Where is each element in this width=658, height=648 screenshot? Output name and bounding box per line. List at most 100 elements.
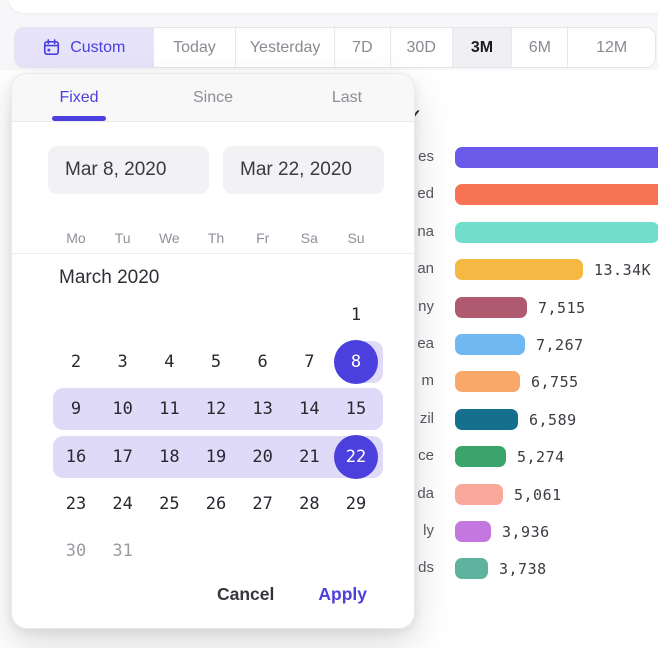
day-cell[interactable]: 1	[350, 305, 362, 325]
top-card-edge	[8, 0, 658, 13]
day-cell[interactable]: 2	[70, 352, 82, 373]
end-date-input[interactable]: Mar 22, 2020	[223, 146, 384, 194]
custom-range-label: Custom	[70, 38, 126, 56]
selected-range-band	[53, 388, 383, 431]
bar[interactable]	[455, 483, 503, 505]
bar-value: 6,755	[531, 373, 579, 392]
chart-row: an 13.34K	[0, 258, 658, 282]
apply-button[interactable]: Apply	[318, 584, 367, 604]
range-button-today[interactable]: Today	[152, 28, 236, 67]
calendar-divider	[12, 253, 414, 254]
chart-row: ea 7,267	[0, 333, 658, 357]
tab-fixed[interactable]: Fixed	[12, 74, 146, 121]
day-cell-selected[interactable]: 22	[334, 434, 379, 479]
day-cell[interactable]: 18	[159, 446, 180, 467]
tab-label: Last	[331, 88, 363, 106]
chart-row: ed	[0, 183, 658, 207]
day-cell[interactable]: 23	[65, 493, 87, 514]
row-label-fragment: ed	[417, 185, 434, 203]
row-label-fragment: ce	[418, 447, 434, 465]
weekday-mo: Mo	[66, 230, 86, 246]
day-cell[interactable]: 28	[299, 493, 320, 514]
day-cell[interactable]: 25	[159, 493, 180, 514]
bar[interactable]	[455, 408, 518, 430]
day-cell[interactable]: 4	[164, 352, 175, 373]
day-cell[interactable]: 19	[205, 446, 227, 467]
chart-row: zil 6,589	[0, 408, 658, 432]
selected-range-band	[53, 435, 383, 478]
range-button-3m[interactable]: 3M	[451, 28, 512, 67]
bar[interactable]	[455, 371, 520, 393]
row-label-fragment: ly	[423, 522, 434, 539]
bar[interactable]	[455, 521, 491, 542]
range-button-yesterday[interactable]: Yesterday	[235, 28, 334, 67]
range-button-6m[interactable]: 6M	[511, 28, 567, 67]
weekday-th: Th	[207, 230, 225, 246]
day-cell-selected[interactable]: 8	[334, 340, 379, 385]
day-cell[interactable]: 26	[205, 493, 227, 514]
tab-label: Since	[192, 88, 234, 106]
chart-row: ce 5,274	[0, 445, 658, 469]
day-cell[interactable]: 21	[299, 446, 320, 467]
day-cell[interactable]: 10	[112, 399, 133, 420]
bar[interactable]	[455, 334, 525, 355]
bar[interactable]	[455, 558, 488, 580]
row-label-fragment: ny	[418, 297, 434, 315]
bar[interactable]	[455, 446, 506, 468]
bar[interactable]	[455, 296, 527, 318]
cancel-button[interactable]: Cancel	[216, 584, 275, 604]
day-cell[interactable]: 14	[299, 399, 320, 420]
weekday-we: We	[158, 230, 180, 246]
day-cell[interactable]: 3	[117, 352, 128, 373]
bar[interactable]	[455, 147, 658, 168]
bar-value: 7,267	[536, 336, 584, 354]
tab-since[interactable]: Since	[146, 74, 280, 121]
day-cell[interactable]: 24	[112, 493, 133, 514]
row-label-fragment: m	[421, 372, 435, 390]
chart-row: ds 3,738	[0, 557, 658, 581]
day-cell[interactable]: 17	[112, 446, 133, 467]
custom-range-button[interactable]: Custom	[15, 28, 153, 67]
range-button-12m[interactable]: 12M	[567, 28, 655, 67]
bar-value: 7,515	[538, 298, 586, 317]
day-cell[interactable]: 13	[252, 399, 273, 420]
day-cell: 30	[65, 541, 87, 561]
day-cell[interactable]: 29	[345, 493, 367, 514]
bar[interactable]	[455, 221, 658, 243]
row-label-fragment: da	[417, 484, 434, 502]
weekday-tu: Tu	[114, 230, 131, 246]
range-button-7d[interactable]: 7D	[333, 28, 390, 67]
bar-value: 3,738	[499, 560, 547, 579]
day-cell[interactable]: 27	[252, 493, 273, 514]
row-label-fragment: na	[417, 222, 434, 240]
day-cell[interactable]: 16	[65, 446, 87, 467]
day-cell[interactable]: 11	[159, 399, 180, 420]
chart-row: ly 3,936	[0, 520, 658, 544]
bar[interactable]	[455, 184, 658, 206]
day-cell[interactable]: 9	[70, 399, 82, 420]
weekday-su: Su	[347, 230, 365, 246]
chart-row: ny 7,515	[0, 296, 658, 320]
bar-value: 5,061	[514, 485, 562, 504]
row-label-fragment: zil	[419, 409, 434, 427]
chart-row: m 6,755	[0, 370, 658, 394]
chart-row: da 5,061	[0, 483, 658, 507]
day-cell[interactable]: 20	[252, 446, 273, 467]
day-cell: 31	[112, 541, 133, 561]
row-label-fragment: an	[417, 260, 434, 278]
day-cell[interactable]: 7	[304, 352, 315, 373]
chart-row: es	[0, 146, 658, 170]
bar[interactable]	[455, 259, 583, 281]
bar-value: 13.34K	[594, 261, 652, 280]
day-cell[interactable]: 6	[257, 352, 268, 373]
bar-value: 3,936	[502, 523, 550, 541]
day-cell[interactable]: 15	[345, 399, 367, 420]
date-mode-tabs: Fixed Since Last	[12, 74, 414, 122]
day-cell[interactable]: 5	[210, 352, 222, 373]
range-button-30d[interactable]: 30D	[389, 28, 452, 67]
tab-last[interactable]: Last	[280, 74, 414, 121]
start-date-input[interactable]: Mar 8, 2020	[48, 146, 209, 194]
day-cell[interactable]: 12	[205, 399, 227, 420]
weekday-sa: Sa	[300, 230, 318, 246]
